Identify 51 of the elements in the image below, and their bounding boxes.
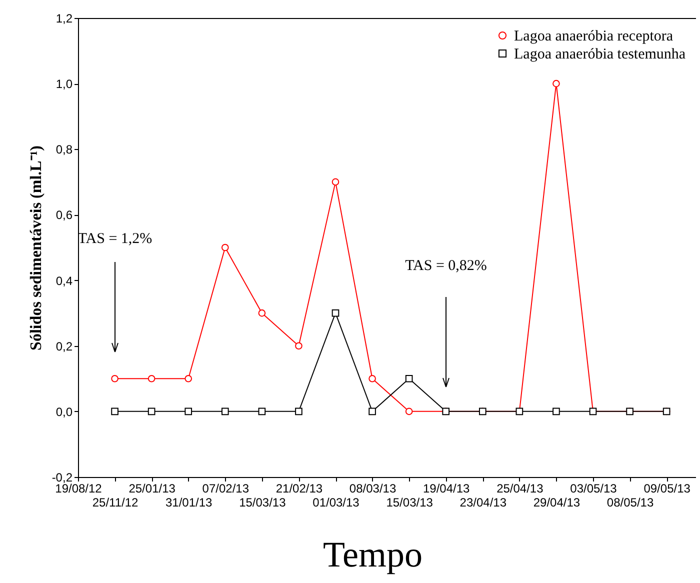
legend-label: Lagoa anaeróbia receptora	[514, 28, 674, 44]
point	[332, 309, 340, 317]
annotation: TAS = 0,82%	[405, 258, 487, 274]
y-tick-label: 0,8	[56, 142, 73, 157]
legend-label: Lagoa anaeróbia testemunha	[514, 46, 686, 62]
point	[405, 374, 413, 382]
x-tick-label: 31/01/13	[166, 496, 213, 510]
x-axis-title: Tempo	[323, 534, 423, 574]
y-tick-label: 1,0	[56, 77, 73, 92]
x-tick-label: 19/04/13	[423, 482, 470, 496]
y-tick-label: 0,2	[56, 339, 73, 354]
point	[111, 374, 118, 382]
point	[258, 309, 266, 317]
point	[332, 178, 340, 186]
point	[295, 408, 302, 416]
x-tick-label: 25/04/13	[496, 482, 544, 496]
x-tick-label: 19/08/12	[55, 482, 102, 496]
x-tick-label: 21/02/13	[276, 482, 323, 496]
annotation: TAS = 1,2%	[78, 231, 152, 247]
y-axis-title: Sólidos sedimentáveis (ml.L⁻¹)	[28, 146, 45, 350]
y-tick-label: 0,4	[56, 274, 73, 288]
point	[405, 408, 413, 416]
x-tick-label: 15/03/13	[239, 496, 286, 510]
point	[148, 374, 156, 382]
y-tick-label: 0,6	[56, 208, 73, 222]
x-tick-label: 08/03/13	[349, 482, 396, 496]
x-tick-label: 29/04/13	[533, 496, 580, 510]
point	[184, 374, 192, 382]
point	[111, 408, 118, 416]
point	[221, 244, 229, 252]
y-tick-label: -0,2	[52, 470, 73, 484]
point	[295, 342, 302, 350]
x-tick-label: 15/03/13	[386, 496, 434, 510]
y-tick-label: 0,0	[56, 404, 73, 419]
point	[184, 408, 192, 416]
point	[221, 408, 229, 416]
x-tick-label: 25/01/13	[128, 482, 176, 496]
x-tick-label: 03/05/13	[570, 482, 618, 496]
x-tick-label: 09/05/13	[644, 482, 691, 496]
point	[552, 80, 560, 88]
x-tick-label: 25/11/12	[92, 496, 139, 510]
x-tick-label: 01/03/13	[312, 496, 360, 510]
x-tick-label: 08/05/13	[606, 496, 654, 510]
point	[148, 408, 156, 416]
x-tick-label: 07/02/13	[202, 482, 250, 496]
x-tick-label: 23/04/13	[460, 496, 507, 510]
point	[368, 374, 376, 382]
y-tick-label: 1,2	[56, 12, 73, 26]
point	[368, 408, 376, 416]
point	[552, 408, 560, 416]
point	[258, 408, 266, 416]
